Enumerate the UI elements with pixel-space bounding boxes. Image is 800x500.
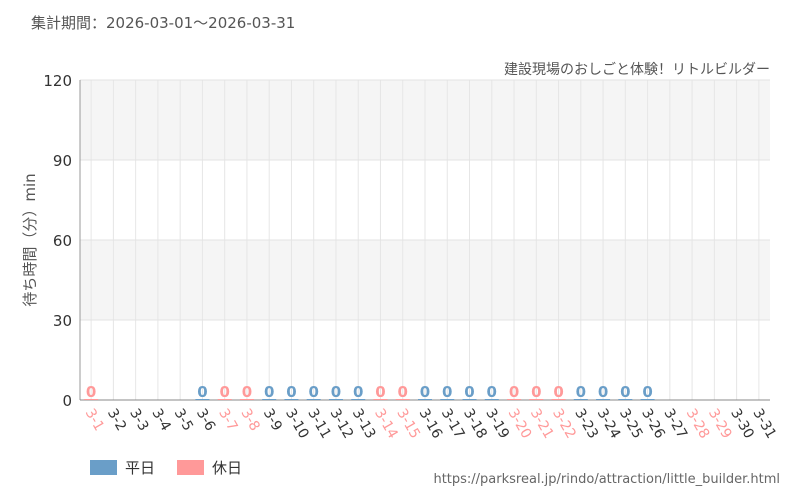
y-axis-title: 待ち時間（分）min xyxy=(21,173,39,306)
y-tick-label: 0 xyxy=(62,392,72,410)
data-label: 0 xyxy=(264,383,274,401)
data-label: 0 xyxy=(509,383,519,401)
x-tick-label: 3-5 xyxy=(171,406,196,434)
legend-label-holiday: 休日 xyxy=(212,459,243,477)
source-url[interactable]: https://parksreal.jp/rindo/attraction/li… xyxy=(433,472,780,487)
data-label: 0 xyxy=(576,383,586,401)
bar xyxy=(84,399,99,400)
data-label: 0 xyxy=(553,383,563,401)
bar xyxy=(640,399,655,400)
x-tick-label: 3-1 xyxy=(82,406,107,434)
bar xyxy=(484,399,499,400)
x-tick-label: 3-9 xyxy=(260,406,285,434)
data-label: 0 xyxy=(531,383,541,401)
x-tick-label: 3-6 xyxy=(193,406,218,434)
x-tick-label: 3-7 xyxy=(215,406,240,434)
bar xyxy=(395,399,410,400)
legend-label-weekday: 平日 xyxy=(125,459,156,477)
data-label: 0 xyxy=(620,383,630,401)
legend-item-weekday[interactable]: 平日 xyxy=(90,457,155,478)
data-label: 0 xyxy=(487,383,497,401)
legend: 平日 休日 xyxy=(90,457,242,478)
period-label: 集計期間：2026-03-01～2026-03-31 xyxy=(31,14,296,32)
data-label: 0 xyxy=(464,383,474,401)
legend-item-holiday[interactable]: 休日 xyxy=(177,457,242,478)
data-label: 0 xyxy=(420,383,430,401)
data-label: 0 xyxy=(331,383,341,401)
data-label: 0 xyxy=(286,383,296,401)
bar xyxy=(328,399,343,400)
bar xyxy=(306,399,321,400)
bar xyxy=(262,399,277,400)
bar xyxy=(373,399,388,400)
bar xyxy=(551,399,566,400)
bar xyxy=(462,399,477,400)
bar xyxy=(351,399,366,400)
y-tick-label: 120 xyxy=(43,72,72,90)
data-label: 0 xyxy=(308,383,318,401)
data-label: 0 xyxy=(197,383,207,401)
bar xyxy=(217,399,232,400)
bar xyxy=(195,399,210,400)
x-tick-label: 3-3 xyxy=(126,406,151,434)
x-tick-label: 3-4 xyxy=(148,406,173,434)
bar xyxy=(418,399,432,400)
bar xyxy=(618,399,633,400)
bar xyxy=(440,399,455,400)
data-label: 0 xyxy=(398,383,408,401)
bar xyxy=(239,399,254,400)
bar xyxy=(529,399,544,400)
data-label: 0 xyxy=(375,383,385,401)
data-label: 0 xyxy=(642,383,652,401)
y-tick-label: 60 xyxy=(53,232,72,250)
y-tick-label: 30 xyxy=(53,312,72,330)
holiday-swatch xyxy=(177,460,205,475)
data-label: 0 xyxy=(219,383,229,401)
x-tick-label: 3-8 xyxy=(237,406,262,434)
data-label: 0 xyxy=(598,383,608,401)
data-label: 0 xyxy=(86,383,96,401)
bar xyxy=(573,399,588,400)
weekday-swatch xyxy=(90,460,117,475)
bar xyxy=(507,399,522,400)
bar xyxy=(596,399,611,400)
data-label: 0 xyxy=(442,383,452,401)
x-tick-label: 3-31 xyxy=(749,406,779,442)
x-tick-label: 3-2 xyxy=(104,406,129,434)
data-label: 0 xyxy=(242,383,252,401)
attraction-name: 建設現場のおしごと体験！リトルビルダー xyxy=(504,62,770,78)
data-label: 0 xyxy=(353,383,363,401)
y-tick-label: 90 xyxy=(53,152,72,170)
bar xyxy=(284,399,299,400)
